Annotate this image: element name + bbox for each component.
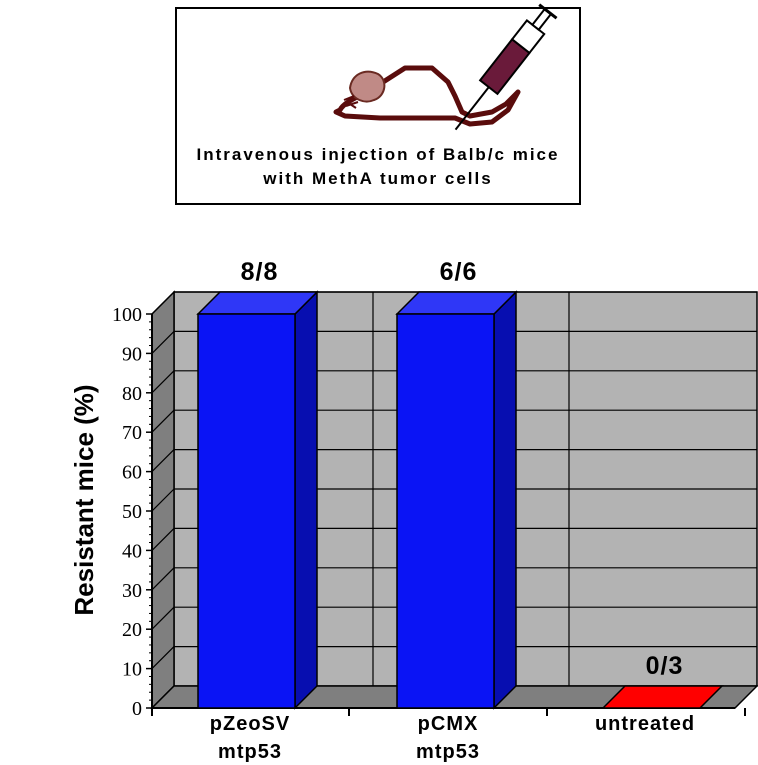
gridline-side bbox=[151, 291, 175, 315]
bar-top bbox=[395, 291, 518, 315]
bar-data-label: 6/6 bbox=[440, 258, 478, 286]
gridline-side bbox=[151, 567, 175, 591]
bar-data-label: 8/8 bbox=[241, 258, 279, 286]
bar-side bbox=[493, 290, 517, 710]
illustration-box: Intravenous injection of Balb/c mice wit… bbox=[175, 3, 581, 205]
bar bbox=[197, 313, 296, 709]
bar-data-label: 0/3 bbox=[646, 652, 684, 680]
x-tick-label-line2: mtp53 bbox=[218, 741, 282, 763]
x-tick-label: untreated bbox=[595, 713, 695, 735]
bar-chart: 0 10 20 30 40 50 60 70 80 90 100 8/8 pZeoSV mtp53 6/6… bbox=[112, 258, 758, 763]
gridline-side bbox=[151, 449, 175, 473]
x-tick-label: pCMX bbox=[418, 713, 479, 735]
y-tick-label: 40 bbox=[122, 540, 142, 562]
gridline-side bbox=[151, 409, 175, 433]
gridline-side bbox=[151, 606, 175, 630]
bar bbox=[601, 685, 724, 709]
y-tick-label: 100 bbox=[112, 304, 142, 326]
x-tick-label-line2: mtp53 bbox=[416, 741, 480, 763]
gridline-side bbox=[151, 330, 175, 354]
y-tick-label: 50 bbox=[122, 501, 142, 523]
y-tick-label: 60 bbox=[122, 462, 142, 484]
bar-top bbox=[196, 291, 319, 315]
gridline-side bbox=[151, 646, 175, 670]
y-tick-label: 20 bbox=[122, 619, 142, 641]
y-tick-label: 0 bbox=[132, 698, 142, 720]
x-tick-label: pZeoSV bbox=[210, 713, 290, 735]
gridline-side bbox=[151, 370, 175, 394]
y-tick-label: 90 bbox=[122, 343, 142, 365]
box-text-line2: with MethA tumor cells bbox=[262, 169, 492, 188]
y-tick-label: 10 bbox=[122, 659, 142, 681]
bar-side bbox=[294, 290, 318, 710]
gridline-side bbox=[151, 488, 175, 512]
mouse-syringe-icon bbox=[333, 3, 558, 131]
gridline-side bbox=[151, 527, 175, 551]
y-tick-label: 70 bbox=[122, 422, 142, 444]
y-tick-label: 30 bbox=[122, 580, 142, 602]
bar bbox=[396, 313, 495, 709]
y-tick-label: 80 bbox=[122, 383, 142, 405]
y-axis-label: Resistant mice (%) bbox=[69, 384, 99, 615]
box-text-line1: Intravenous injection of Balb/c mice bbox=[197, 145, 560, 164]
